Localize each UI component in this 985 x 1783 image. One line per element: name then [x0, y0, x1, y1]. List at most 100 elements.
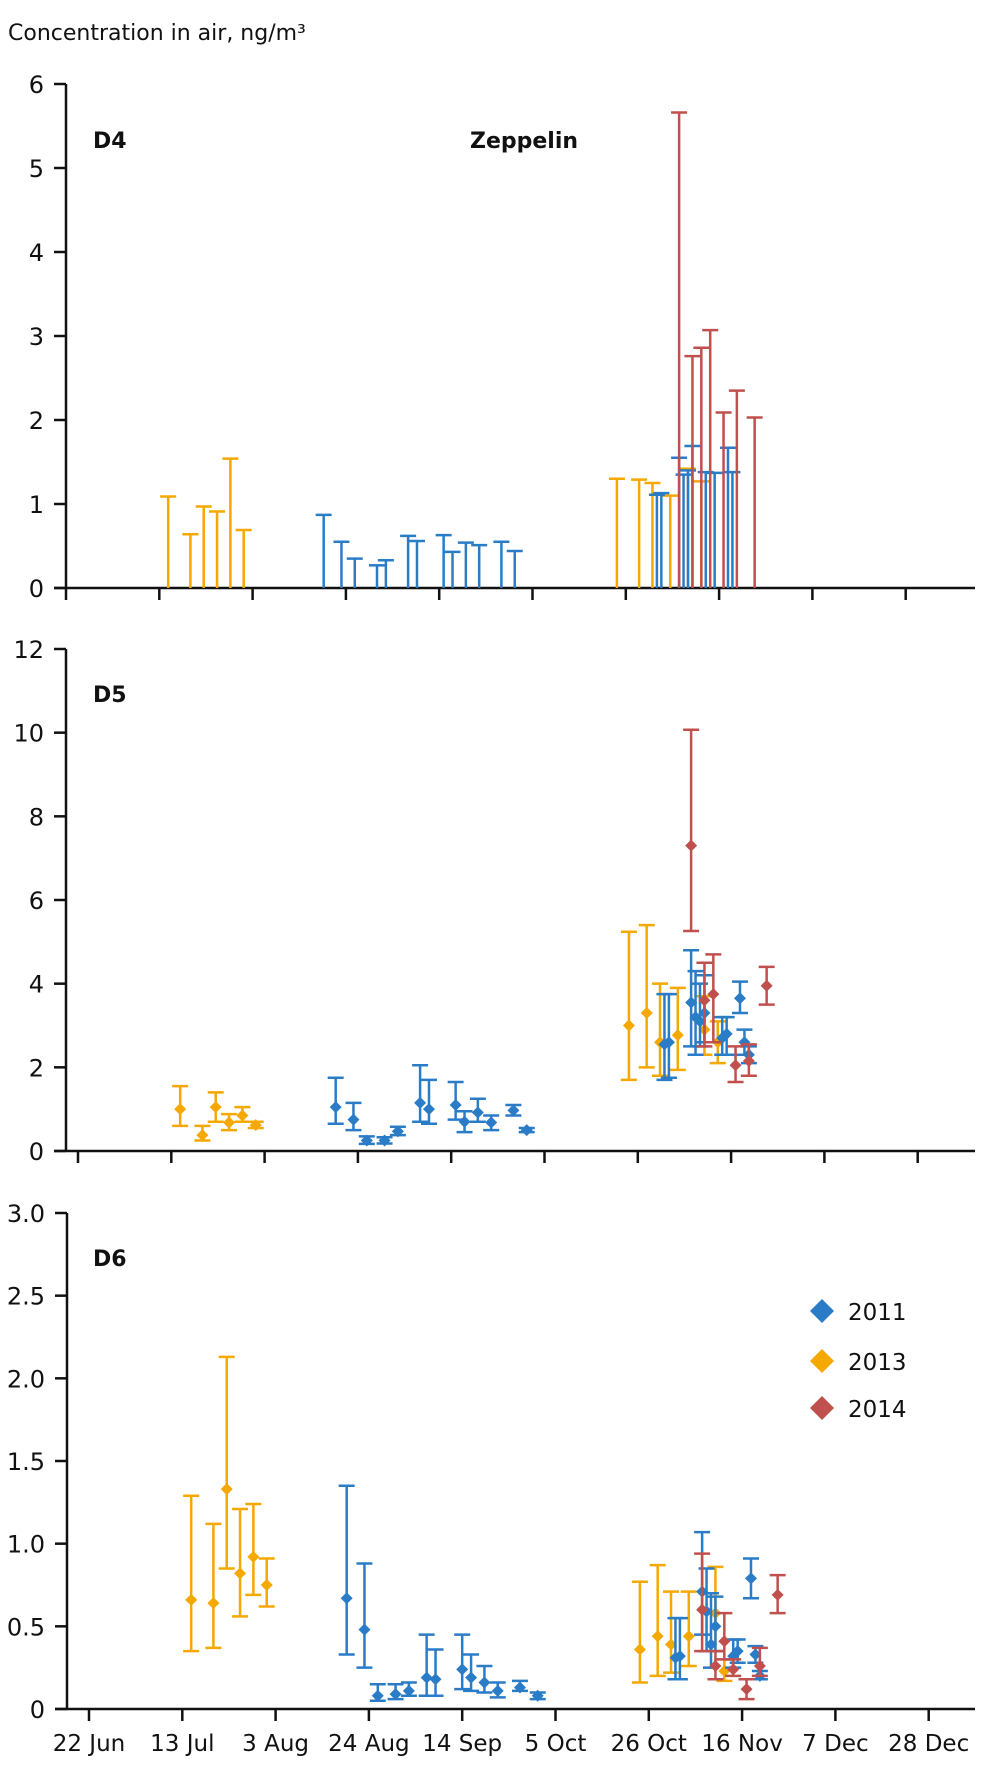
data-point — [458, 1115, 471, 1128]
data-point — [753, 1660, 766, 1673]
data-point — [709, 1620, 722, 1633]
y-tick-label: 2.0 — [7, 1365, 45, 1393]
panel-d6: 0 0.5 1.0 1.5 2.0 2.5 3.0 22 Jun 13 Jul 3 Aug 24 A… — [7, 1200, 975, 1757]
series-2011 — [315, 444, 741, 588]
data-point — [185, 1593, 198, 1606]
data-point — [731, 1645, 744, 1658]
legend: 2011 2013 2014 — [810, 1299, 907, 1423]
data-point — [707, 988, 720, 1001]
series-2013 — [160, 457, 710, 588]
data-point — [662, 1036, 675, 1049]
data-point — [236, 1109, 249, 1122]
y-tick-label: 8 — [29, 803, 44, 831]
data-point — [234, 1567, 247, 1580]
panels: 0123456D4024681012D500.51.01.52.02.53.02… — [7, 71, 975, 1757]
data-point — [705, 1638, 717, 1651]
x-tick-label: 14 Sep — [422, 1731, 502, 1757]
series-2011 — [327, 948, 757, 1147]
data-point — [220, 1483, 233, 1496]
data-point — [760, 979, 773, 992]
legend-item-2013: 2013 — [810, 1349, 907, 1376]
y-tick-label: 4 — [29, 239, 44, 267]
data-point — [720, 1027, 733, 1040]
legend-label: 2013 — [848, 1350, 907, 1376]
data-point — [207, 1597, 220, 1610]
data-point — [685, 839, 698, 852]
data-point — [471, 1106, 484, 1119]
station-title: Zeppelin — [470, 129, 578, 154]
legend-item-2011: 2011 — [810, 1299, 907, 1326]
y-tick-label: 10 — [13, 720, 44, 748]
data-point — [673, 1650, 686, 1663]
data-point — [671, 1029, 684, 1042]
y-tick-label: 6 — [29, 71, 44, 99]
y-tick-label: 2 — [29, 1054, 44, 1082]
data-point — [718, 1635, 731, 1648]
data-point — [740, 1683, 753, 1696]
data-point — [329, 1101, 342, 1114]
x-tick-label: 5 Oct — [525, 1731, 587, 1757]
series-2014 — [671, 111, 763, 588]
data-point — [402, 1684, 415, 1697]
data-point — [358, 1623, 371, 1636]
data-point — [749, 1648, 762, 1661]
data-point — [465, 1671, 478, 1684]
data-point — [709, 1660, 722, 1673]
y-tick-label: 2 — [29, 407, 44, 435]
legend-label: 2011 — [848, 1300, 907, 1326]
y-tick-label: 0 — [29, 575, 44, 603]
data-point — [733, 992, 746, 1005]
data-point — [340, 1592, 353, 1605]
legend-marker — [810, 1396, 834, 1420]
data-point — [260, 1579, 273, 1591]
data-point — [513, 1681, 526, 1694]
panel-d4: 0 1 2 3 4 5 6 D4 — [29, 71, 975, 603]
data-point — [742, 1055, 755, 1068]
y-tick-label: 12 — [13, 636, 44, 664]
data-point — [651, 1630, 664, 1643]
legend-marker — [810, 1299, 834, 1323]
series-2014 — [683, 728, 775, 1084]
x-tick-label: 7 Dec — [802, 1731, 868, 1757]
data-point — [249, 1119, 262, 1132]
data-point — [209, 1101, 222, 1114]
data-point — [729, 1059, 742, 1072]
data-point — [449, 1098, 462, 1111]
data-point — [347, 1113, 360, 1126]
data-point — [378, 1134, 391, 1147]
data-point — [694, 1015, 706, 1028]
y-tick-label: 3 — [29, 323, 44, 351]
x-tick-label: 24 Aug — [328, 1731, 410, 1757]
data-point — [389, 1688, 402, 1701]
x-tick-label: 3 Aug — [242, 1731, 309, 1757]
data-point — [371, 1689, 384, 1702]
series-2013 — [172, 923, 726, 1142]
data-point — [622, 1019, 635, 1032]
data-point — [696, 1603, 709, 1616]
y-tick-label: 6 — [29, 887, 44, 915]
panel-d5: 0 2 4 6 8 10 12 D5 — [13, 636, 975, 1166]
data-point — [727, 1663, 740, 1676]
x-tick-label: 16 Nov — [701, 1731, 782, 1757]
x-tick-label: 13 Jul — [150, 1731, 214, 1757]
y-axis-title: Concentration in air, ng/m³ — [8, 21, 306, 46]
data-point — [640, 1006, 653, 1019]
y-tick-label: 0 — [29, 1138, 44, 1166]
series-2011 — [338, 1484, 768, 1702]
y-tick-label: 1.0 — [7, 1531, 45, 1559]
data-point — [456, 1663, 469, 1676]
data-point — [414, 1096, 427, 1109]
data-point — [478, 1676, 491, 1689]
panel-label: D4 — [93, 129, 127, 154]
data-point — [744, 1572, 757, 1585]
panel-label: D6 — [93, 1247, 127, 1272]
data-point — [682, 1630, 695, 1643]
y-tick-label: 2.5 — [7, 1283, 45, 1311]
panel-label: D5 — [93, 683, 127, 708]
y-tick-label: 1.5 — [7, 1448, 45, 1476]
legend-label: 2014 — [848, 1397, 907, 1423]
data-point — [223, 1116, 236, 1129]
data-point — [531, 1689, 544, 1702]
data-point — [429, 1673, 442, 1686]
